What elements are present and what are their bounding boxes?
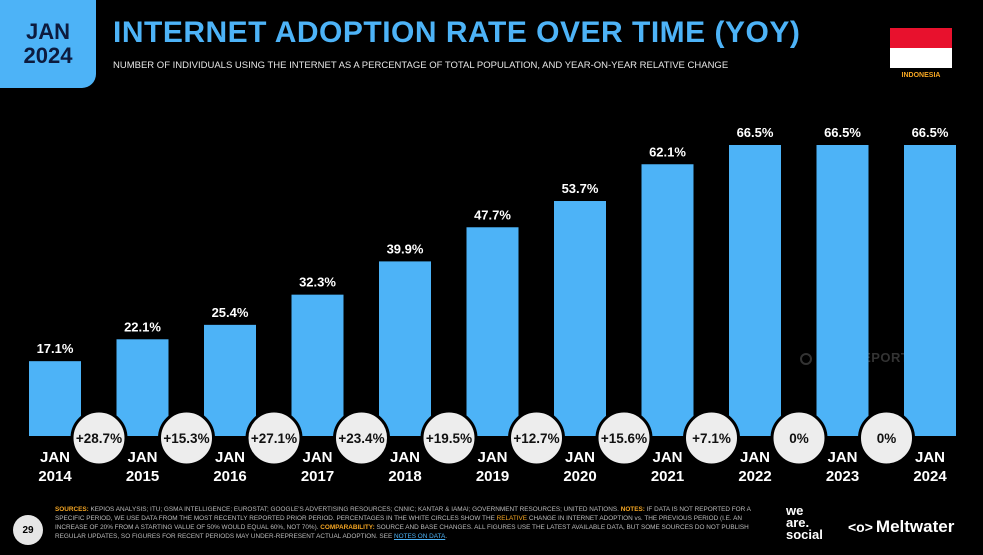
yoy-change-label: +7.1%	[692, 431, 731, 446]
yoy-change-label: 0%	[877, 431, 897, 446]
yoy-change-label: +28.7%	[76, 431, 122, 446]
x-tick-label: JAN	[302, 449, 332, 466]
bar	[904, 145, 956, 436]
bar-value-label: 66.5%	[912, 125, 949, 140]
logo-was-line-2: are.	[786, 515, 810, 530]
bar-value-label: 47.7%	[474, 207, 511, 222]
x-tick-label: JAN	[40, 449, 70, 466]
yoy-change-label: +27.1%	[251, 431, 297, 446]
yoy-change-label: 0%	[789, 431, 809, 446]
bar	[291, 294, 344, 436]
bar	[729, 145, 781, 436]
country-label: INDONESIA	[901, 72, 941, 79]
sources-label: SOURCES:	[55, 506, 89, 513]
x-tick-label: 2019	[476, 468, 509, 485]
yoy-change-circle	[770, 409, 828, 467]
bar	[816, 145, 869, 436]
notes-label: NOTES:	[620, 506, 645, 513]
notes-on-data-link[interactable]: NOTES ON DATA	[394, 533, 446, 540]
datareportal-logo-icon	[800, 352, 812, 365]
x-tick-label: JAN	[915, 449, 945, 466]
yoy-change-circle	[595, 409, 653, 467]
date-badge-year: 2024	[23, 43, 73, 68]
x-tick-label: 2016	[213, 468, 246, 485]
bar-chart: 17.1% JAN 2014 22.1% JAN 2015 25.4% JAN 2016 32.3…	[29, 125, 956, 485]
bar	[379, 261, 431, 436]
notes-text-2: CHANGE IN INTERNET ADOPTION vs. THE PREV…	[55, 515, 742, 531]
page-number: 29	[13, 515, 43, 545]
yoy-change-circle	[858, 409, 915, 467]
meltwater-logo-icon: <o>	[848, 519, 873, 535]
bar-value-label: 22.1%	[124, 319, 161, 334]
yoy-change-label: +12.7%	[513, 431, 559, 446]
bar	[204, 324, 256, 436]
x-tick-label: JAN	[390, 449, 420, 466]
footer-period: .	[445, 533, 448, 540]
x-tick-label: 2023	[826, 468, 859, 485]
x-tick-label: JAN	[127, 449, 157, 466]
page-subtitle: NUMBER OF INDIVIDUALS USING THE INTERNET…	[113, 60, 729, 71]
meltwater-logo: <o> Meltwater	[848, 517, 954, 537]
bar-value-label: 32.3%	[299, 275, 336, 290]
relative-word: RELATIVE	[496, 515, 528, 522]
x-tick-label: 2024	[913, 468, 947, 485]
logo-was-line-3: social	[786, 527, 823, 542]
indonesia-flag-icon	[890, 28, 952, 68]
bar-value-label: 66.5%	[737, 125, 774, 140]
yoy-change-circle	[333, 409, 390, 467]
date-badge: JAN 2024	[0, 0, 96, 88]
bar-value-label: 25.4%	[212, 305, 249, 320]
we-are-social-logo: we are. social	[786, 503, 823, 542]
x-tick-label: 2021	[651, 468, 684, 485]
yoy-change-circle	[683, 409, 740, 467]
yoy-change-label: +23.4%	[338, 431, 384, 446]
yoy-change-circle	[508, 409, 565, 467]
bar-value-label: 39.9%	[387, 241, 424, 256]
bar	[641, 164, 694, 436]
yoy-change-circle	[158, 409, 215, 467]
meltwater-logo-text: Meltwater	[875, 517, 955, 536]
bar-value-label: 62.1%	[649, 144, 686, 159]
notes-text-1: IF DATA IS NOT REPORTED FOR A SPECIFIC P…	[55, 506, 751, 522]
yoy-change-circle	[70, 409, 128, 467]
x-tick-label: JAN	[215, 449, 245, 466]
x-tick-label: 2015	[126, 468, 159, 485]
yoy-change-circle	[420, 409, 478, 467]
page-title: INTERNET ADOPTION RATE OVER TIME (YOY)	[113, 16, 801, 49]
x-tick-label: JAN	[827, 449, 857, 466]
footer-notes: SOURCES: KEPIOS ANALYSIS; ITU; GSMA INTE…	[55, 505, 775, 541]
date-badge-month: JAN	[25, 19, 70, 44]
x-tick-label: JAN	[652, 449, 682, 466]
bar-value-label: 17.1%	[37, 341, 74, 356]
x-tick-label: 2017	[301, 468, 334, 485]
sources-text: KEPIOS ANALYSIS; ITU; GSMA INTELLIGENCE;…	[88, 506, 621, 513]
yoy-change-circle	[245, 409, 303, 467]
bar-value-label: 66.5%	[824, 125, 861, 140]
bar	[29, 361, 81, 436]
yoy-change-label: +15.6%	[601, 431, 647, 446]
x-tick-label: 2020	[563, 468, 596, 485]
x-tick-label: 2014	[38, 468, 72, 485]
logo-was-line-1: we	[786, 503, 804, 518]
bar	[554, 201, 606, 436]
bar	[466, 227, 519, 436]
yoy-change-label: +15.3%	[163, 431, 209, 446]
x-tick-label: JAN	[565, 449, 595, 466]
comparability-label: COMPARABILITY:	[320, 524, 375, 531]
x-tick-label: JAN	[477, 449, 507, 466]
bar	[116, 339, 169, 436]
x-tick-label: JAN	[740, 449, 770, 466]
bar-value-label: 53.7%	[562, 181, 599, 196]
x-tick-label: 2022	[738, 468, 771, 485]
comparability-text: SOURCE AND BASE CHANGES. ALL FIGURES USE…	[55, 524, 749, 540]
yoy-change-label: +19.5%	[426, 431, 472, 446]
x-tick-label: 2018	[388, 468, 421, 485]
